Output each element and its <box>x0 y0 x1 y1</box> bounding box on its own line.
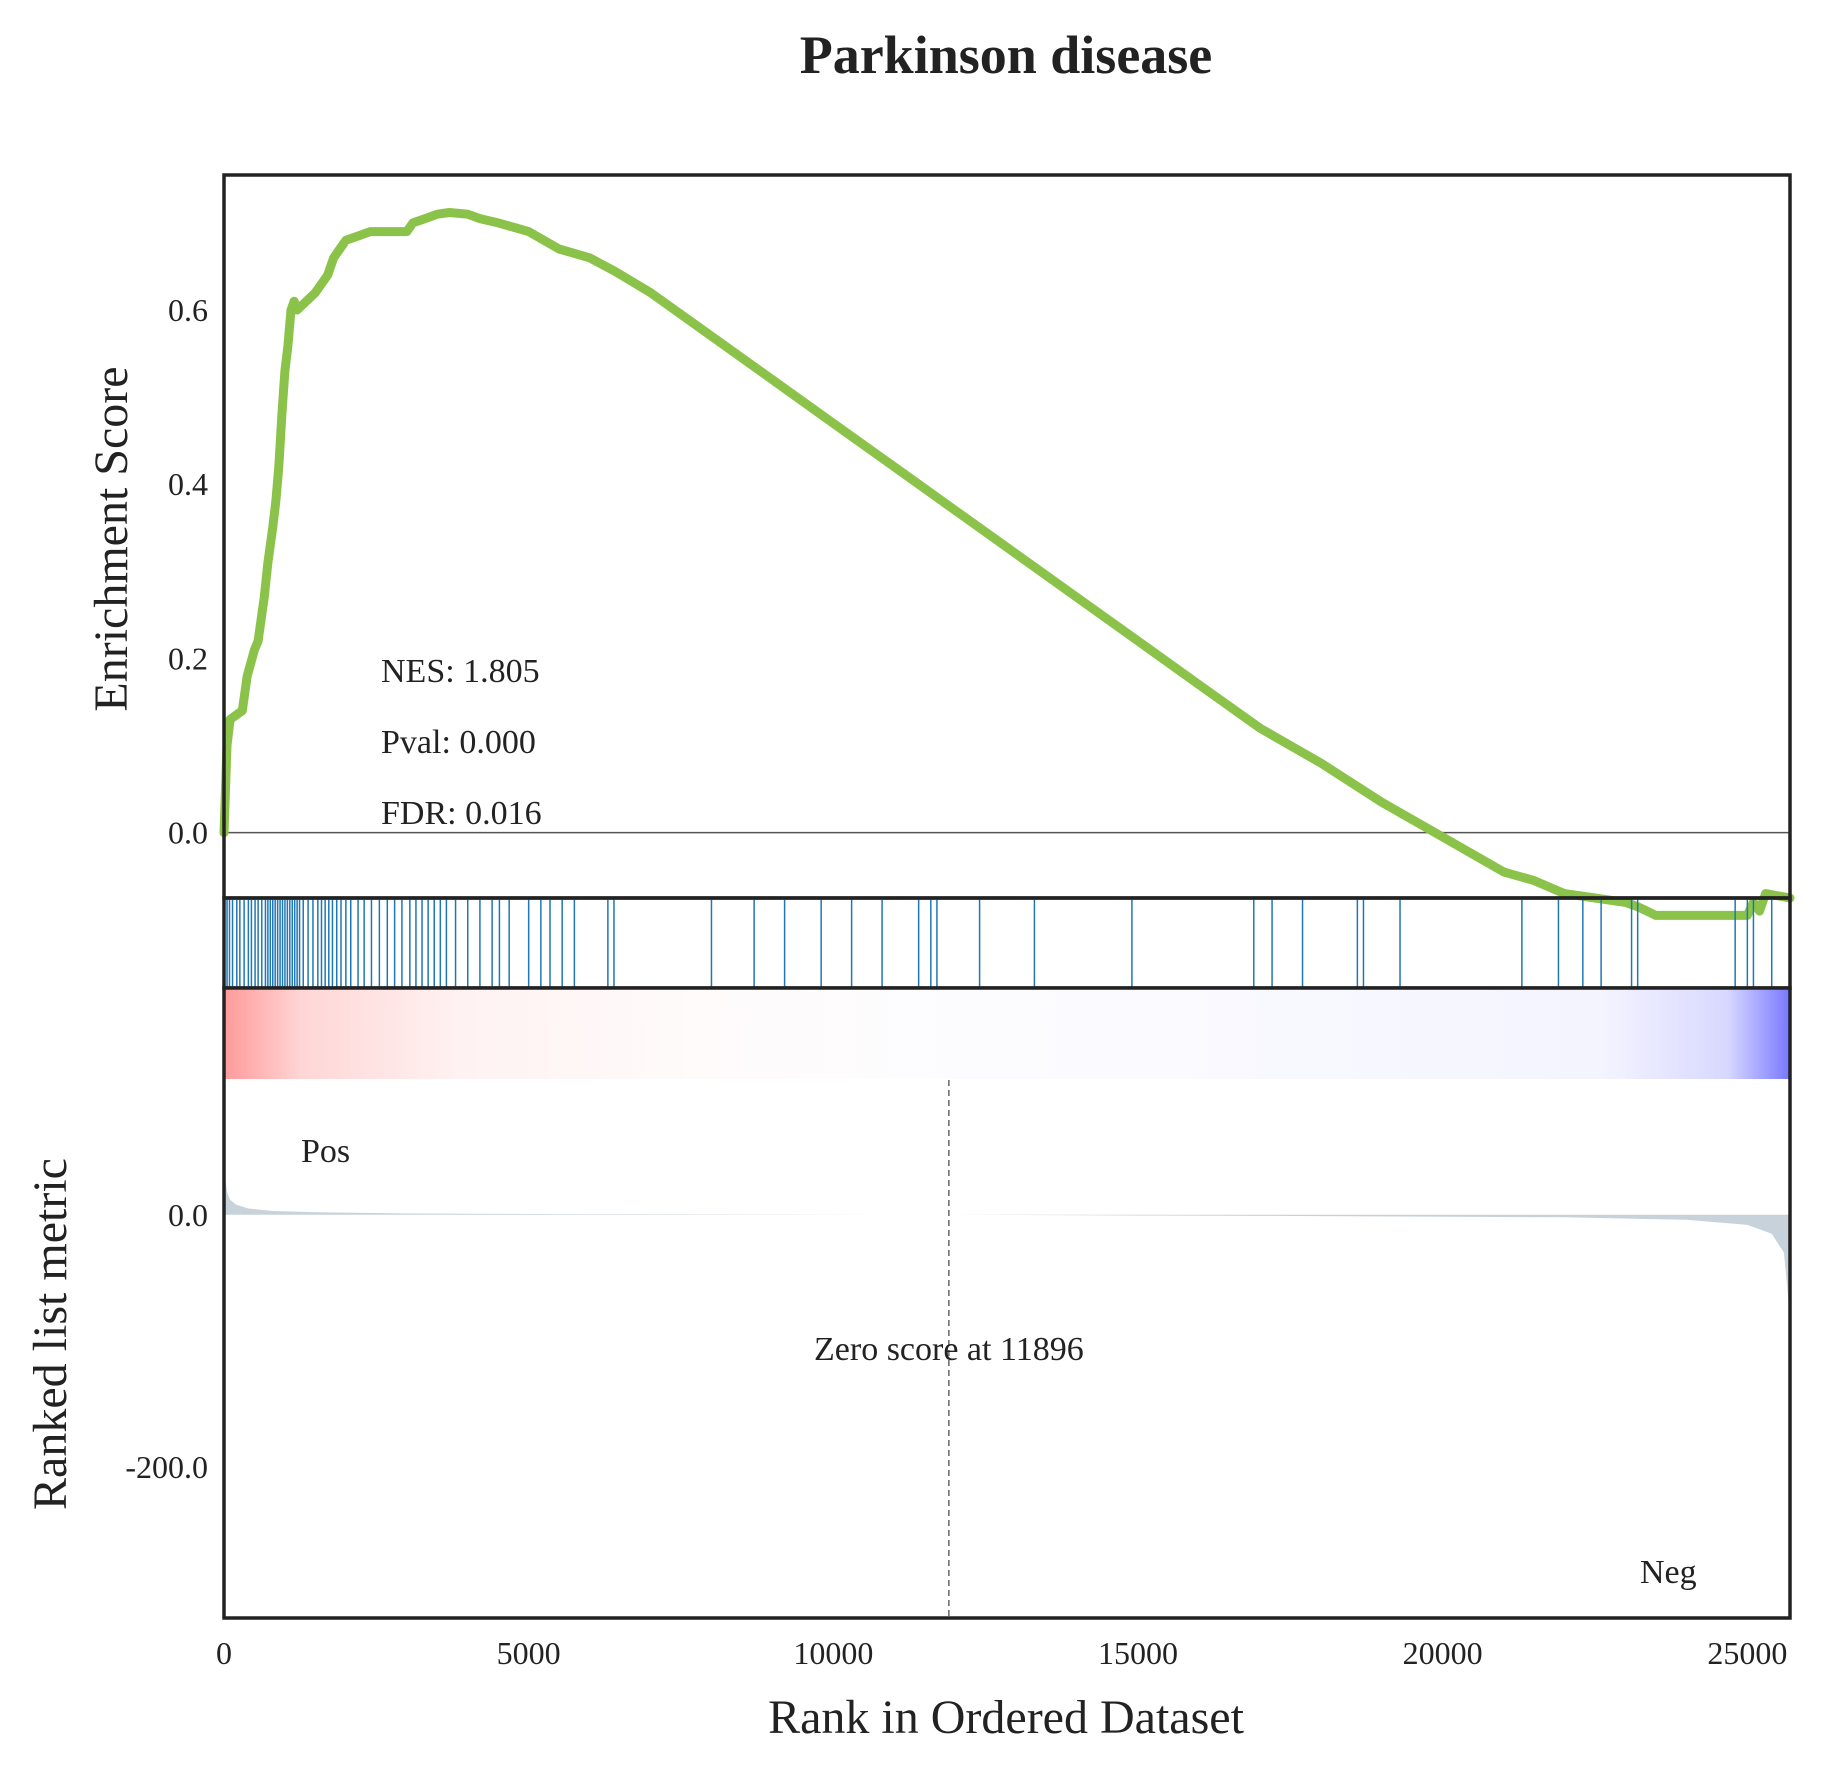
metric-y-ticks: 0.0 -200.0 <box>125 1197 208 1485</box>
es-y-tick-label: 0.0 <box>168 815 208 851</box>
es-y-axis-label: Enrichment Score <box>85 366 138 711</box>
metric-y-tick-label: -200.0 <box>125 1449 208 1485</box>
neg-label: Neg <box>1640 1554 1697 1591</box>
x-tick-label: 20000 <box>1403 1635 1483 1671</box>
metric-y-axis-label: Ranked list metric <box>24 1158 77 1510</box>
x-tick-label: 0 <box>216 1635 232 1671</box>
zero-score-label: Zero score at 11896 <box>814 1331 1084 1368</box>
x-tick-label: 10000 <box>793 1635 873 1671</box>
rank-gradient-bar <box>224 988 1790 1079</box>
pos-label: Pos <box>301 1133 350 1170</box>
hits-panel <box>222 896 1792 990</box>
x-ticks: 0 5000 10000 15000 20000 25000 <box>216 1635 1787 1671</box>
es-panel: 0.0 0.2 0.4 0.6 NES: 1.805 Pval: 0.000 FDR:… <box>85 173 1795 920</box>
es-panel-frame <box>222 173 1792 900</box>
es-y-tick-label: 0.2 <box>168 640 208 676</box>
x-tick-label: 25000 <box>1707 1635 1787 1671</box>
nes-annotation: NES: 1.805 <box>381 653 540 690</box>
rank-gradient-panel <box>224 988 1790 1079</box>
fdr-annotation: FDR: 0.016 <box>381 795 542 832</box>
enrichment-score-line <box>219 208 1795 920</box>
x-tick-label: 5000 <box>497 1635 561 1671</box>
metric-panel: Zero score at 11896 Pos Neg 0.0 -200.0 Ra… <box>24 986 1792 1620</box>
x-tick-label: 15000 <box>1098 1635 1178 1671</box>
chart-title: Parkinson disease <box>800 25 1213 85</box>
ranked-metric-area <box>224 1164 1790 1322</box>
x-axis-label: Rank in Ordered Dataset <box>768 1691 1244 1744</box>
es-y-ticks: 0.0 0.2 0.4 0.6 <box>168 292 208 851</box>
metric-y-tick-label: 0.0 <box>168 1197 208 1233</box>
es-y-tick-label: 0.4 <box>168 466 208 502</box>
pval-annotation: Pval: 0.000 <box>381 724 536 761</box>
hits-panel-frame <box>222 896 1792 990</box>
es-y-tick-label: 0.6 <box>168 292 208 328</box>
metric-panel-frame <box>222 986 1792 1620</box>
